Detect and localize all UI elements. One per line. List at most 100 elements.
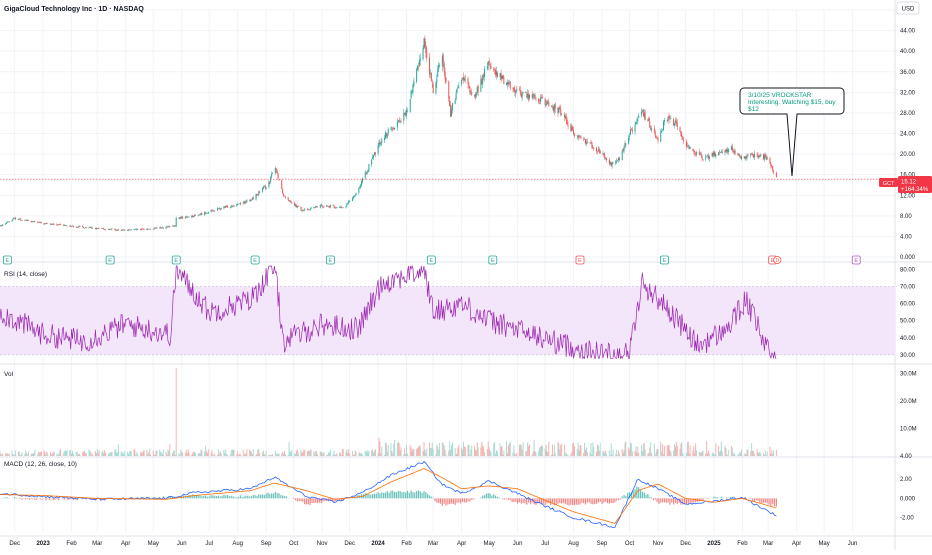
volume-bar [541,445,542,456]
macd-hist-bar [495,496,496,499]
volume-bar [664,446,665,456]
candle-body [232,206,233,207]
candle-body [757,154,758,155]
volume-bar [747,450,748,456]
macd-hist-bar [251,496,252,498]
volume-bar [368,451,369,456]
candle-body [269,182,270,183]
candle-body [240,203,241,204]
volume-bar [508,446,509,456]
candle-body [521,94,522,98]
earnings-marker-beat[interactable]: E [660,256,668,264]
volume-bar [251,451,252,456]
volume-bar [628,447,629,456]
candle-body [58,224,59,225]
candle-body [322,205,323,207]
volume-bar [381,447,382,456]
macd-hist-bar [27,498,28,499]
volume-bar [291,450,292,456]
candle-body [124,230,125,231]
volume-bar [220,451,221,456]
candle-body [580,136,581,137]
macd-hist-bar [54,498,55,500]
macd-hist-bar [210,495,211,498]
candle-body [13,218,14,219]
idea-annotation[interactable]: 3/10/25 VROCKSTAR Interesting. Watching … [740,88,844,176]
dividend-marker[interactable]: D [774,256,781,264]
macd-hist-bar [297,498,298,501]
volume-bar [668,445,669,456]
earnings-marker-upcoming[interactable]: E [852,256,860,264]
volume-bar [510,442,511,456]
volume-bar [328,453,329,456]
volume-bar [663,454,664,456]
volume-bar [207,453,208,456]
earnings-marker-beat[interactable]: E [172,256,180,264]
candle-body [753,154,754,157]
volume-bar [108,454,109,456]
candle-body [740,158,741,159]
volume-bar [101,452,102,456]
candle-body [528,93,529,99]
candle-body [384,138,385,140]
earnings-marker-beat[interactable]: E [489,256,497,264]
volume-bar [471,445,472,456]
candle-body [328,207,329,208]
candle-body [769,158,770,163]
time-axis-label: May [483,541,494,547]
candle-body [225,206,226,208]
candle-body [606,159,607,160]
candle-body [249,200,250,201]
macd-hist-bar [511,498,512,502]
volume-bar [399,443,400,456]
candle-body [727,149,728,153]
volume-bar [624,443,625,456]
volume-bar [236,454,237,456]
macd-hist-bar [642,492,643,499]
volume-bar [585,450,586,456]
candle-body [593,148,594,149]
candle-body [374,153,375,155]
volume-bar [149,449,150,456]
macd-hist-bar [607,498,608,503]
volume-bar [90,453,91,456]
candle-body [156,228,157,229]
candle-body [571,127,572,130]
volume-bar [358,453,359,456]
macd-hist-bar [513,498,514,502]
earnings-marker-beat[interactable]: E [251,256,259,264]
earnings-marker-beat[interactable]: E [106,256,114,264]
volume-bar [458,445,459,456]
candle-body [545,98,546,104]
earnings-marker-beat[interactable]: E [427,256,435,264]
earnings-letter: E [174,258,178,264]
candle-body [513,88,514,89]
earnings-marker-beat[interactable]: E [3,256,11,264]
volume-bar [631,444,632,456]
volume-bar [603,451,604,456]
volume-bar [15,450,16,456]
volume-bar [546,445,547,456]
volume-bar [333,454,334,456]
candle-body [40,222,41,223]
candle-body [206,213,207,214]
earnings-marker-miss[interactable]: E [576,256,584,264]
candle-body [535,95,536,97]
candle-body [400,121,401,122]
candle-body [111,229,112,230]
volume-bar [738,454,739,456]
earnings-marker-beat[interactable]: E [326,256,334,264]
candle-body [38,222,39,223]
volume-bar [561,444,562,456]
volume-bar [111,452,112,456]
volume-bar [721,442,722,456]
volume-bar [602,451,603,456]
candle-body [103,228,104,229]
volume-bar [598,446,599,456]
macd-hist-bar [523,498,524,503]
candle-body [580,137,581,139]
macd-hist-bar [390,491,391,499]
candle-body [361,182,362,186]
